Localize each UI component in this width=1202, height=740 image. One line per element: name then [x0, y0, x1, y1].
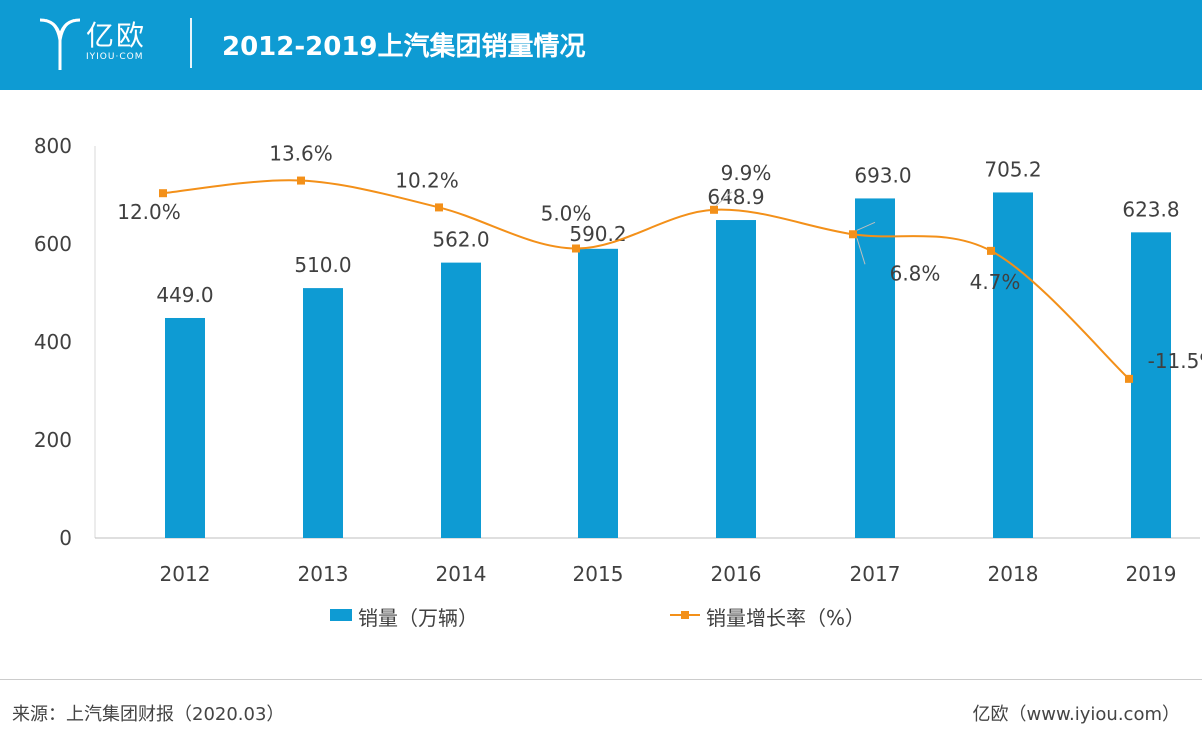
bar	[716, 220, 756, 538]
bar	[993, 192, 1033, 538]
growth-marker	[159, 189, 167, 198]
x-axis: 2012 2013 2014 2015 2016 2017 2018 2019	[160, 562, 1177, 586]
bar-value-label: 562.0	[432, 228, 489, 252]
y-axis: 0 200 400 600 800	[34, 134, 96, 550]
y-tick-label: 800	[34, 134, 72, 158]
growth-marker	[1125, 374, 1133, 383]
bar-value-label: 705.2	[984, 157, 1041, 181]
label-leader	[856, 221, 876, 231]
line-series: 12.0% 13.6% 10.2% 5.0% 9.9% 6.8% 4.7% -11.5%	[117, 142, 1202, 383]
bar-value-label: 510.0	[294, 253, 351, 277]
x-tick-label: 2018	[988, 562, 1039, 586]
legend-line-label: 销量增长率（%）	[706, 606, 865, 630]
bar-value-label: 623.8	[1122, 197, 1179, 221]
legend-bar-label: 销量（万辆）	[358, 606, 478, 630]
y-tick-label: 600	[34, 232, 72, 256]
source-note: 来源：上汽集团财报（2020.03）	[12, 704, 285, 725]
yiou-logo-icon	[39, 18, 81, 70]
x-tick-label: 2019	[1126, 562, 1177, 586]
logo-text: 亿欧	[86, 19, 147, 52]
y-tick-label: 400	[34, 330, 72, 354]
bar	[1131, 232, 1171, 538]
growth-label: 13.6%	[269, 142, 333, 166]
bar	[165, 317, 205, 538]
footer-divider	[0, 679, 1202, 680]
y-tick-label: 200	[34, 428, 72, 452]
growth-marker	[987, 246, 995, 255]
brand-note: 亿欧（www.iyiou.com）	[972, 704, 1180, 725]
bar	[855, 198, 895, 538]
y-tick-label: 0	[59, 526, 72, 550]
growth-marker	[710, 205, 718, 214]
x-tick-label: 2012	[160, 562, 211, 586]
chart-legend: 销量（万辆） 销量增长率（%）	[330, 606, 865, 630]
growth-label: 9.9%	[721, 161, 772, 185]
growth-marker	[572, 244, 580, 253]
growth-label: 5.0%	[541, 202, 592, 226]
growth-label: 10.2%	[395, 168, 459, 192]
x-tick-label: 2013	[298, 562, 349, 586]
legend-bar-swatch	[330, 609, 352, 621]
label-leader	[856, 238, 866, 265]
x-tick-label: 2017	[850, 562, 901, 586]
growth-marker	[297, 176, 305, 185]
growth-label: 6.8%	[890, 261, 941, 285]
growth-label: 4.7%	[970, 270, 1021, 294]
bar	[441, 262, 481, 538]
header-banner: 亿欧 IYIOU·COM 2012-2019上汽集团销量情况	[0, 0, 1202, 90]
x-tick-label: 2014	[436, 562, 487, 586]
growth-marker	[435, 203, 443, 212]
bar-value-label: 449.0	[156, 283, 213, 307]
growth-label: -11.5%	[1148, 349, 1202, 373]
growth-label: 12.0%	[117, 200, 181, 224]
header-divider	[190, 18, 192, 68]
bar	[578, 248, 618, 538]
logo-subtext: IYIOU·COM	[86, 52, 144, 62]
growth-marker	[849, 230, 857, 239]
legend-line-marker	[681, 611, 689, 619]
bar-value-label: 693.0	[854, 163, 911, 187]
page-title: 2012-2019上汽集团销量情况	[222, 32, 586, 62]
x-tick-label: 2015	[573, 562, 624, 586]
label-leader	[715, 191, 733, 207]
x-tick-label: 2016	[711, 562, 762, 586]
bar-series	[165, 192, 1171, 538]
bar	[303, 288, 343, 538]
